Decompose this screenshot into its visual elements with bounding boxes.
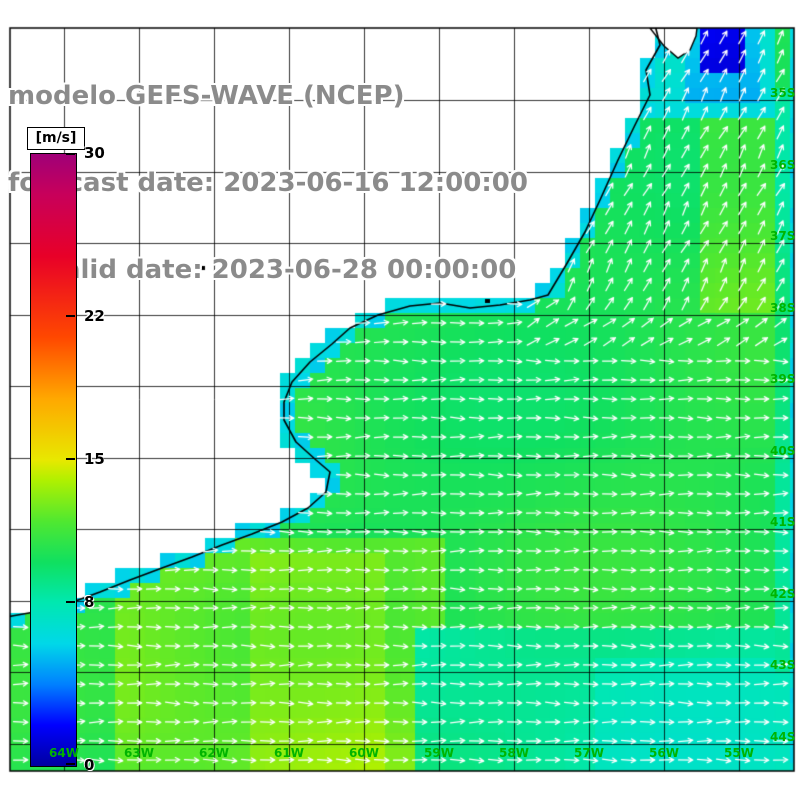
lon-label: 55W	[724, 746, 754, 760]
lon-label: 58W	[499, 746, 529, 760]
lat-label: 40S	[770, 444, 796, 458]
colorbar-tick-label: 15	[84, 450, 105, 468]
colorbar-tick-mark	[66, 153, 75, 155]
forecast-date: forecast date: 2023-06-16 12:00:00	[8, 168, 528, 198]
lat-label: 39S	[770, 372, 796, 386]
colorbar-gradient	[30, 153, 77, 767]
lon-label: 63W	[124, 746, 154, 760]
colorbar-tick-label: 0	[84, 756, 95, 774]
model-name: modelo GEFS-WAVE (NCEP)	[8, 81, 405, 111]
lat-label: 42S	[770, 587, 796, 601]
colorbar-tick-mark	[66, 763, 75, 765]
plot-title: modelo GEFS-WAVE (NCEP) forecast date: 2…	[8, 24, 528, 343]
lat-label: 38S	[770, 301, 796, 315]
colorbar-tick-mark	[66, 315, 75, 318]
colorbar-tick-mark	[66, 458, 75, 460]
colorbar-tick-mark	[66, 600, 75, 603]
lat-label: 44S	[770, 730, 796, 744]
lon-label: 56W	[649, 746, 679, 760]
lat-label: 36S	[770, 158, 796, 172]
lat-label: 41S	[770, 515, 796, 529]
valid-date: valid date: 2023-06-28 00:00:00	[46, 255, 517, 285]
colorbar-tick-label: 8	[84, 592, 95, 611]
lon-label: 57W	[574, 746, 604, 760]
colorbar-unit-label: [m/s]	[27, 127, 85, 150]
lon-label: 60W	[349, 746, 379, 760]
lon-label: 62W	[199, 746, 229, 760]
colorbar-tick-label: 22	[84, 307, 105, 326]
lon-label: 64W	[49, 746, 79, 760]
colorbar-tick-label: 30	[84, 144, 105, 162]
lon-label: 59W	[424, 746, 454, 760]
lat-label: 35S	[770, 86, 796, 100]
lon-label: 61W	[274, 746, 304, 760]
lat-label: 37S	[770, 229, 796, 243]
lat-label: 43S	[770, 658, 796, 672]
